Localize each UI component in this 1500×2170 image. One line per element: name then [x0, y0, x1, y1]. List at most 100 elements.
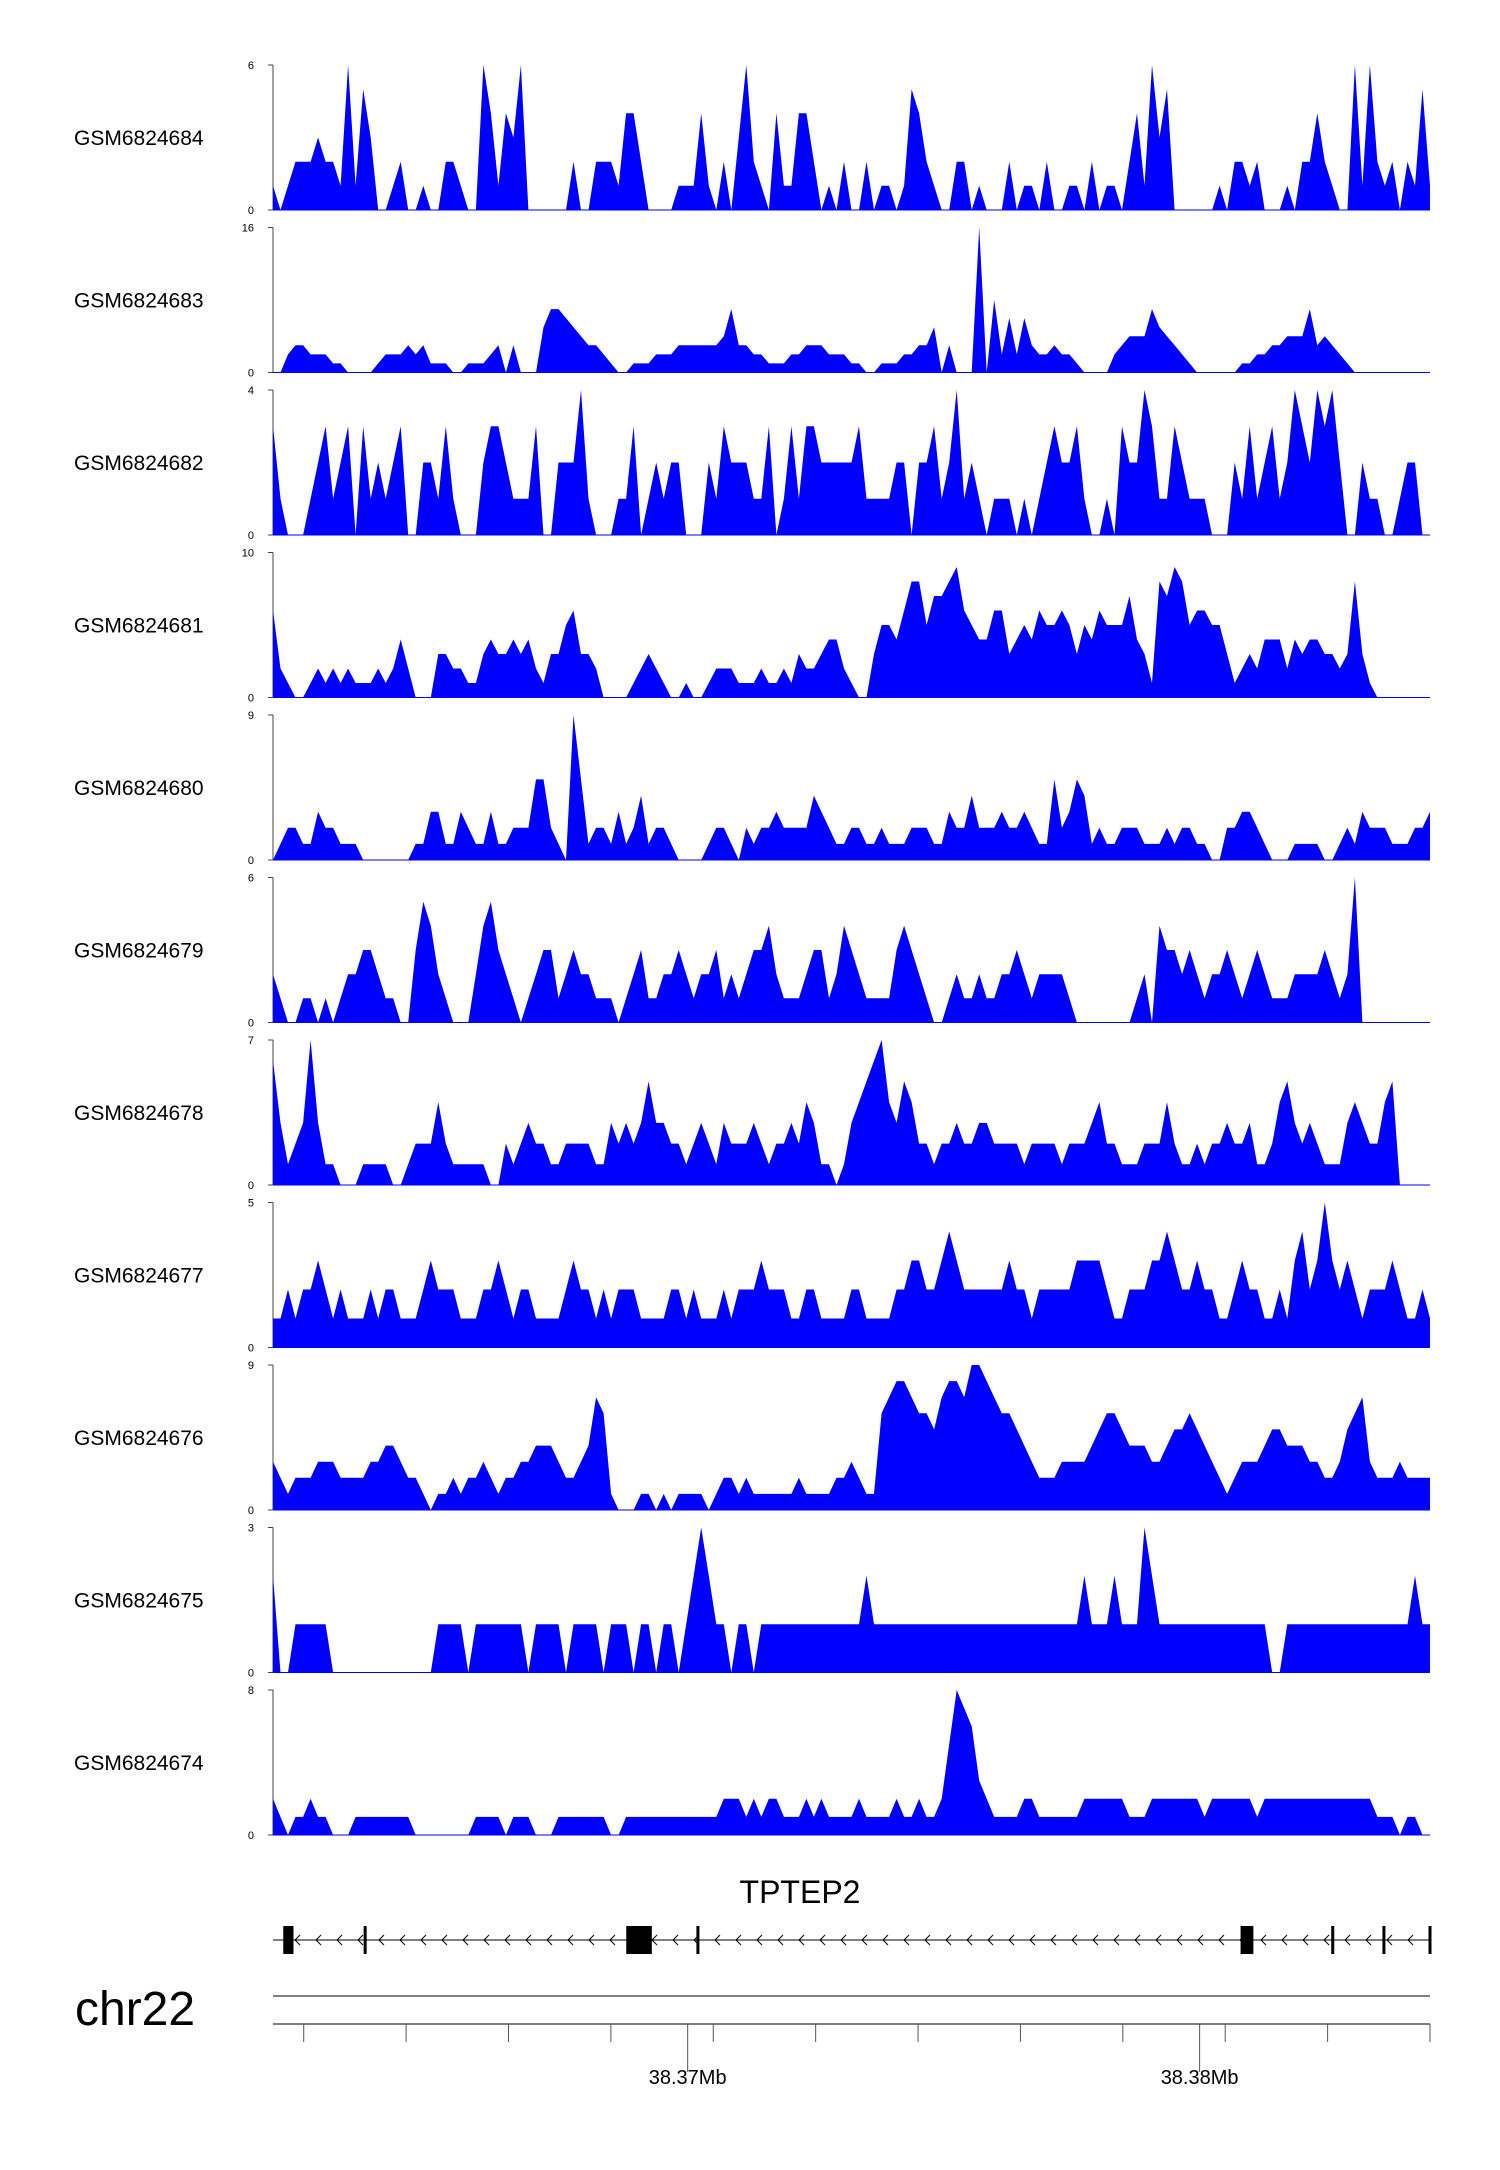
strand-arrow	[714, 1934, 721, 1946]
strand-arrow	[1008, 1934, 1015, 1946]
y-axis-min-label: 0	[248, 1343, 254, 1355]
strand-arrow	[735, 1934, 742, 1946]
y-axis-max-label: 16	[242, 223, 254, 235]
gene-exon	[1240, 1926, 1254, 1954]
strand-arrow	[1365, 1934, 1372, 1946]
x-axis-tick-label: 38.37Mb	[649, 2067, 727, 2089]
y-axis-max-label: 7	[248, 1035, 254, 1047]
strand-arrow	[1281, 1934, 1288, 1946]
y-axis-max-label: 9	[248, 1360, 254, 1372]
strand-arrow	[1071, 1934, 1078, 1946]
strand-arrow	[861, 1934, 868, 1946]
strand-arrow	[1092, 1934, 1099, 1946]
strand-arrow	[1155, 1934, 1162, 1946]
gene-exon-small	[363, 1926, 367, 1954]
y-axis-min-label: 0	[248, 1830, 254, 1842]
track-GSM6824680: GSM6824680 9 0	[74, 710, 1430, 867]
strand-arrow	[1344, 1934, 1351, 1946]
strand-arrow	[1302, 1934, 1309, 1946]
y-axis-min-label: 0	[248, 1505, 254, 1517]
strand-arrow	[441, 1934, 448, 1946]
y-axis-min-label: 0	[248, 693, 254, 705]
strand-arrow	[1050, 1934, 1057, 1946]
y-axis-max-label: 9	[248, 710, 254, 722]
track-label: GSM6824674	[74, 1752, 204, 1775]
track-label: GSM6824676	[74, 1427, 204, 1450]
strand-arrow	[777, 1934, 784, 1946]
gene-name: TPTEP2	[740, 1874, 861, 1910]
strand-arrow	[966, 1934, 973, 1946]
track-label: GSM6824681	[74, 615, 204, 638]
y-axis-max-label: 6	[248, 60, 254, 72]
strand-arrow	[1323, 1934, 1330, 1946]
y-axis-min-label: 0	[248, 368, 254, 380]
gene-exon-small	[696, 1926, 700, 1954]
strand-arrow	[1218, 1934, 1225, 1946]
signal-area	[273, 1040, 1430, 1185]
strand-arrow	[1197, 1934, 1204, 1946]
strand-arrow	[420, 1934, 427, 1946]
strand-arrow	[483, 1934, 490, 1946]
strand-arrow	[798, 1934, 805, 1946]
strand-arrow	[819, 1934, 826, 1946]
strand-arrow	[651, 1934, 658, 1946]
strand-arrow	[1134, 1934, 1141, 1946]
strand-arrow	[756, 1934, 763, 1946]
track-GSM6824683: GSM6824683 16 0	[74, 223, 1430, 380]
strand-arrow	[1386, 1934, 1393, 1946]
signal-area	[273, 1527, 1430, 1673]
strand-arrow	[357, 1934, 364, 1946]
track-label: GSM6824682	[74, 452, 204, 475]
y-axis-min-label: 0	[248, 1668, 254, 1680]
gene-exon-small	[1428, 1926, 1432, 1954]
strand-arrow	[1113, 1934, 1120, 1946]
strand-arrow	[882, 1934, 889, 1946]
track-GSM6824678: GSM6824678 7 0	[74, 1035, 1430, 1192]
gene-annotation: TPTEP2	[273, 1874, 1432, 1954]
signal-area	[273, 390, 1430, 535]
signal-area	[273, 715, 1430, 860]
strand-arrow	[987, 1934, 994, 1946]
track-label: GSM6824684	[74, 127, 204, 150]
strand-arrow	[924, 1934, 931, 1946]
strand-arrow	[588, 1934, 595, 1946]
track-GSM6824675: GSM6824675 3 0	[74, 1523, 1430, 1680]
track-GSM6824679: GSM6824679 6 0	[74, 873, 1430, 1030]
signal-area	[273, 1365, 1430, 1510]
strand-arrow	[546, 1934, 553, 1946]
track-GSM6824677: GSM6824677 5 0	[74, 1198, 1430, 1355]
strand-arrow	[336, 1934, 343, 1946]
signal-area	[273, 227, 1430, 373]
chromosome-label: chr22	[75, 1983, 195, 2036]
strand-arrow	[1260, 1934, 1267, 1946]
signal-area	[273, 567, 1430, 698]
y-axis-min-label: 0	[248, 205, 254, 217]
y-axis-min-label: 0	[248, 1180, 254, 1192]
y-axis-max-label: 3	[248, 1523, 254, 1535]
strand-arrow	[1029, 1934, 1036, 1946]
track-label: GSM6824679	[74, 940, 204, 963]
y-axis-max-label: 5	[248, 1198, 254, 1210]
track-label: GSM6824677	[74, 1265, 204, 1288]
y-axis-min-label: 0	[248, 530, 254, 542]
track-label: GSM6824683	[74, 290, 204, 313]
signal-area	[273, 1690, 1430, 1835]
data-tracks: GSM682468460GSM6824683160GSM682468240GSM…	[74, 60, 1430, 1842]
strand-arrow	[1176, 1934, 1183, 1946]
y-axis-max-label: 10	[242, 548, 254, 560]
track-GSM6824684: GSM6824684 6 0	[74, 60, 1430, 217]
signal-area	[273, 1202, 1430, 1348]
track-GSM6824676: GSM6824676 9 0	[74, 1360, 1430, 1517]
track-GSM6824682: GSM6824682 4 0	[74, 385, 1430, 542]
track-label: GSM6824680	[74, 777, 204, 800]
strand-arrow	[399, 1934, 406, 1946]
strand-arrow	[945, 1934, 952, 1946]
strand-arrow	[903, 1934, 910, 1946]
y-axis-max-label: 8	[248, 1685, 254, 1697]
gene-exon-small	[1382, 1926, 1386, 1954]
strand-arrow	[378, 1934, 385, 1946]
signal-area	[273, 877, 1430, 1023]
strand-arrow	[672, 1934, 679, 1946]
strand-arrow	[462, 1934, 469, 1946]
